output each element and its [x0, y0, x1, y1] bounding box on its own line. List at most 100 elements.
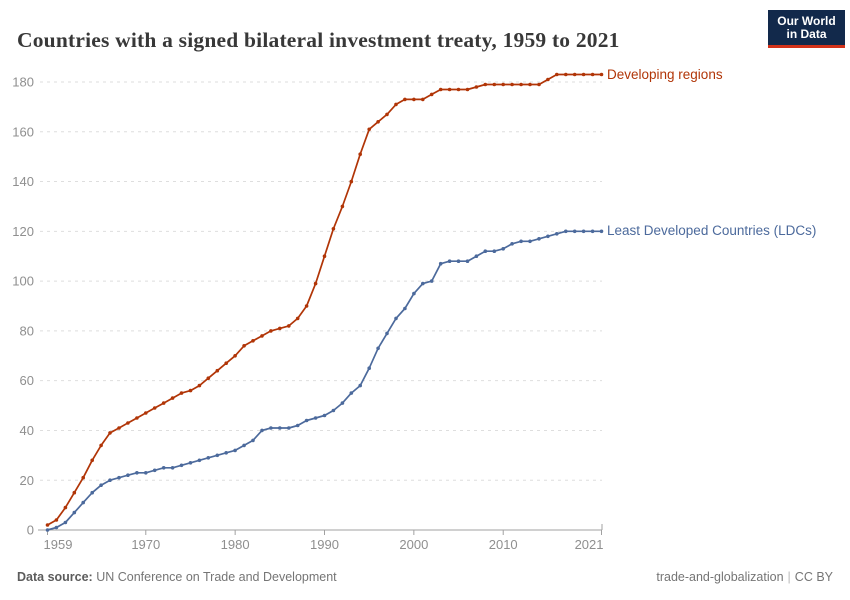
data-point[interactable] — [126, 473, 130, 478]
data-point[interactable] — [403, 97, 407, 102]
data-point[interactable] — [385, 112, 389, 117]
data-point[interactable] — [358, 152, 363, 156]
data-point[interactable] — [581, 229, 586, 234]
data-point[interactable] — [215, 368, 220, 373]
data-point[interactable] — [483, 249, 488, 253]
data-point[interactable] — [340, 401, 345, 405]
data-point[interactable] — [403, 306, 407, 311]
data-point[interactable] — [367, 127, 372, 132]
data-point[interactable] — [492, 82, 497, 87]
data-point[interactable] — [206, 456, 211, 460]
data-point[interactable] — [501, 82, 506, 87]
data-point[interactable] — [287, 426, 291, 430]
data-point[interactable] — [376, 346, 380, 351]
series-developing-regions[interactable] — [45, 72, 604, 527]
data-point[interactable] — [295, 316, 300, 321]
data-point[interactable] — [99, 483, 103, 488]
data-point[interactable] — [528, 239, 532, 244]
data-point[interactable] — [537, 237, 541, 241]
license-link[interactable]: CC BY — [794, 570, 833, 584]
data-point[interactable] — [135, 471, 139, 475]
data-point[interactable] — [179, 391, 184, 395]
data-point[interactable] — [412, 291, 416, 296]
data-point[interactable] — [492, 249, 497, 253]
data-point[interactable] — [215, 453, 220, 458]
data-point[interactable] — [251, 339, 255, 343]
data-point[interactable] — [269, 426, 273, 430]
data-point[interactable] — [152, 468, 157, 473]
data-point[interactable] — [340, 204, 345, 209]
data-point[interactable] — [438, 261, 443, 266]
data-point[interactable] — [63, 505, 68, 510]
data-point[interactable] — [81, 475, 85, 480]
data-point[interactable] — [224, 361, 228, 366]
data-point[interactable] — [278, 326, 282, 331]
data-point[interactable] — [537, 82, 541, 87]
data-point[interactable] — [188, 461, 193, 465]
data-point[interactable] — [170, 466, 175, 470]
data-point[interactable] — [144, 471, 148, 475]
data-point[interactable] — [188, 388, 193, 393]
data-point[interactable] — [519, 239, 523, 244]
data-point[interactable] — [45, 523, 50, 527]
data-point[interactable] — [72, 510, 77, 515]
data-point[interactable] — [161, 466, 166, 470]
data-point[interactable] — [54, 518, 59, 522]
series-line-developing-regions[interactable] — [46, 73, 603, 526]
data-point[interactable] — [152, 406, 157, 410]
data-point[interactable] — [429, 92, 434, 97]
data-point[interactable] — [456, 87, 461, 92]
data-point[interactable] — [242, 344, 246, 348]
data-point[interactable] — [474, 85, 479, 89]
data-point[interactable] — [429, 279, 434, 283]
data-point[interactable] — [81, 500, 85, 505]
data-point[interactable] — [295, 423, 300, 428]
data-point[interactable] — [376, 120, 380, 124]
data-point[interactable] — [260, 334, 264, 338]
data-point[interactable] — [590, 72, 595, 77]
data-point[interactable] — [90, 458, 94, 463]
data-point[interactable] — [233, 448, 237, 453]
data-point[interactable] — [287, 324, 291, 328]
data-point[interactable] — [447, 87, 452, 92]
data-point[interactable] — [349, 179, 354, 184]
data-point[interactable] — [564, 229, 568, 234]
data-point[interactable] — [590, 229, 595, 234]
data-point[interactable] — [572, 229, 577, 234]
data-point[interactable] — [581, 72, 586, 77]
data-point[interactable] — [394, 102, 398, 107]
data-point[interactable] — [599, 229, 604, 234]
data-point[interactable] — [117, 475, 121, 480]
data-point[interactable] — [269, 329, 273, 333]
data-point[interactable] — [90, 490, 94, 495]
data-point[interactable] — [72, 490, 77, 495]
data-point[interactable] — [99, 443, 103, 448]
data-point[interactable] — [322, 413, 327, 418]
data-point[interactable] — [161, 401, 166, 405]
data-point[interactable] — [555, 72, 559, 77]
line-chart[interactable]: 0 20 40 60 80 100 120 140 160 180 1959 1970 1980 199… — [0, 0, 850, 560]
data-point[interactable] — [421, 97, 425, 102]
data-point[interactable] — [117, 426, 121, 430]
data-point[interactable] — [394, 316, 398, 321]
data-point[interactable] — [170, 396, 175, 400]
data-point[interactable] — [510, 242, 514, 246]
data-point[interactable] — [572, 72, 577, 77]
data-point[interactable] — [385, 331, 389, 336]
data-point[interactable] — [278, 426, 282, 430]
data-point[interactable] — [546, 77, 550, 82]
data-point[interactable] — [242, 443, 246, 448]
data-point[interactable] — [144, 411, 148, 415]
permalink-slug[interactable]: trade-and-globalization — [656, 570, 784, 584]
data-point[interactable] — [260, 428, 264, 433]
data-point[interactable] — [135, 416, 139, 420]
data-series-layer[interactable] — [45, 72, 604, 532]
data-point[interactable] — [63, 520, 68, 525]
data-point[interactable] — [233, 354, 237, 358]
data-point[interactable] — [224, 451, 228, 455]
data-point[interactable] — [412, 97, 416, 102]
data-point[interactable] — [206, 376, 211, 381]
data-point[interactable] — [54, 525, 59, 530]
data-point[interactable] — [313, 281, 318, 286]
data-point[interactable] — [331, 227, 336, 231]
